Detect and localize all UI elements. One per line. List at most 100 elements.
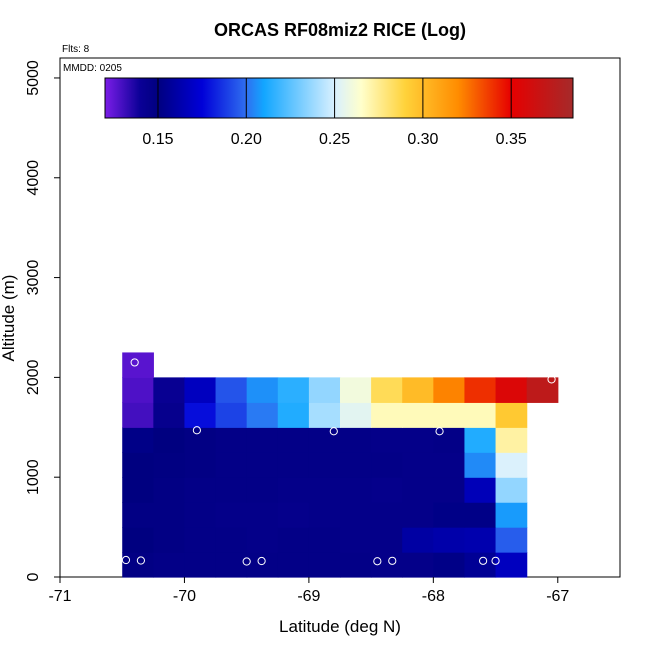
heatmap-cell bbox=[153, 402, 186, 428]
heatmap-cell bbox=[246, 452, 279, 478]
chart-title: ORCAS RF08miz2 RICE (Log) bbox=[214, 20, 466, 40]
sample-point-marker bbox=[547, 375, 556, 384]
heatmap-cell bbox=[433, 402, 466, 428]
heatmap-cell bbox=[340, 377, 372, 403]
heatmap-cell bbox=[215, 552, 248, 578]
heatmap-cell bbox=[184, 527, 217, 553]
heatmap-cell bbox=[277, 452, 310, 478]
sample-point-marker bbox=[388, 556, 397, 565]
heatmap-cell bbox=[308, 377, 341, 403]
heatmap-cell bbox=[308, 402, 341, 428]
y-axis-title: Altitude (m) bbox=[0, 275, 18, 362]
heatmap-cell bbox=[184, 477, 217, 503]
heatmap-cell bbox=[433, 477, 466, 503]
sample-point-marker bbox=[130, 358, 139, 367]
heatmap-cell bbox=[215, 402, 248, 428]
heatmap-cell bbox=[215, 477, 248, 503]
heatmap-cell bbox=[122, 477, 154, 503]
heatmap-cell bbox=[122, 552, 154, 578]
heatmap-cell bbox=[402, 377, 434, 403]
heatmap-cell bbox=[402, 552, 434, 578]
colorbar-gradient bbox=[104, 77, 574, 119]
heatmap-cell bbox=[122, 352, 154, 378]
heatmap-cell bbox=[246, 377, 279, 403]
heatmap-cell bbox=[464, 452, 497, 478]
heatmap-cell bbox=[340, 527, 372, 553]
heatmap-cell bbox=[153, 377, 186, 403]
heatmap-cell bbox=[308, 477, 341, 503]
colorbar-tick-label: 0.30 bbox=[407, 131, 438, 148]
x-tick-label: -68 bbox=[422, 588, 445, 605]
heatmap-cell bbox=[464, 402, 497, 428]
y-axis: 0 1000 2000 3000 4000 5000 bbox=[25, 60, 60, 581]
heatmap-cell bbox=[277, 377, 310, 403]
colorbar-tick-label: 0.25 bbox=[319, 131, 350, 148]
heatmap-cell bbox=[308, 452, 341, 478]
heatmap-cell bbox=[122, 402, 154, 428]
heatmap-cell bbox=[402, 502, 434, 528]
heatmap-cell bbox=[277, 402, 310, 428]
heatmap-cell bbox=[495, 502, 528, 528]
heatmap-cell bbox=[340, 477, 372, 503]
heatmap-cell bbox=[246, 427, 279, 453]
heatmap-cell bbox=[246, 502, 279, 528]
heatmap-cell bbox=[495, 477, 528, 503]
heatmap-cell bbox=[153, 502, 186, 528]
heatmap-cell bbox=[246, 402, 279, 428]
heatmap-cell bbox=[340, 552, 372, 578]
sample-point-marker bbox=[435, 427, 444, 436]
heatmap-cell bbox=[184, 402, 217, 428]
heatmap-cell bbox=[402, 527, 434, 553]
heatmap-cell bbox=[122, 427, 154, 453]
colorbar-tick-label: 0.15 bbox=[142, 131, 173, 148]
heatmap-cell bbox=[122, 527, 154, 553]
sample-point-marker bbox=[242, 557, 251, 566]
heatmap-cell bbox=[215, 527, 248, 553]
heatmap-cell bbox=[433, 552, 466, 578]
sample-point-marker bbox=[329, 427, 338, 436]
colorbar-tick-label: 0.20 bbox=[231, 131, 262, 148]
heatmap-cell bbox=[246, 477, 279, 503]
flights-note: Flts: 8 bbox=[62, 44, 90, 55]
colorbar: 0.15 0.20 0.25 0.30 0.35 bbox=[104, 77, 574, 148]
heatmap-cell bbox=[215, 377, 248, 403]
heatmap-cell bbox=[495, 552, 528, 578]
heatmap-cell bbox=[340, 402, 372, 428]
heatmap-cell bbox=[371, 427, 403, 453]
x-axis-title: Latitude (deg N) bbox=[279, 617, 401, 636]
x-tick-label: -70 bbox=[173, 588, 196, 605]
heatmap-cell bbox=[153, 452, 186, 478]
heatmap-cell bbox=[153, 552, 186, 578]
heatmap-cell bbox=[215, 452, 248, 478]
heatmap-cell bbox=[122, 452, 154, 478]
x-tick-label: -69 bbox=[297, 588, 320, 605]
colorbar-tick-label: 0.35 bbox=[496, 131, 527, 148]
heatmap-cell bbox=[308, 527, 341, 553]
heatmap-cell bbox=[371, 452, 403, 478]
heatmap-cell bbox=[402, 427, 434, 453]
heatmap-cell bbox=[246, 527, 279, 553]
y-tick-label: 4000 bbox=[25, 160, 42, 196]
heatmap-cell bbox=[402, 402, 434, 428]
heatmap-cell bbox=[495, 377, 528, 403]
heatmap-cell bbox=[371, 402, 403, 428]
sample-points bbox=[121, 358, 556, 566]
heatmap-cell bbox=[122, 377, 154, 403]
heatmap-cells bbox=[122, 352, 559, 578]
heatmap-cell bbox=[340, 427, 372, 453]
heatmap-cell bbox=[495, 452, 528, 478]
heatmap-cell bbox=[122, 502, 154, 528]
heatmap-cell bbox=[308, 427, 341, 453]
sample-point-marker bbox=[479, 556, 488, 565]
heatmap-cell bbox=[495, 402, 528, 428]
heatmap-cell bbox=[153, 427, 186, 453]
heatmap-cell bbox=[277, 527, 310, 553]
heatmap-cell bbox=[464, 552, 497, 578]
x-tick-label: -67 bbox=[546, 588, 569, 605]
sample-point-marker bbox=[373, 557, 382, 566]
sample-point-marker bbox=[491, 556, 500, 565]
x-tick-label: -71 bbox=[48, 588, 71, 605]
heatmap-cell bbox=[184, 452, 217, 478]
date-note: MMDD: 0205 bbox=[63, 63, 122, 74]
heatmap-cell bbox=[308, 552, 341, 578]
